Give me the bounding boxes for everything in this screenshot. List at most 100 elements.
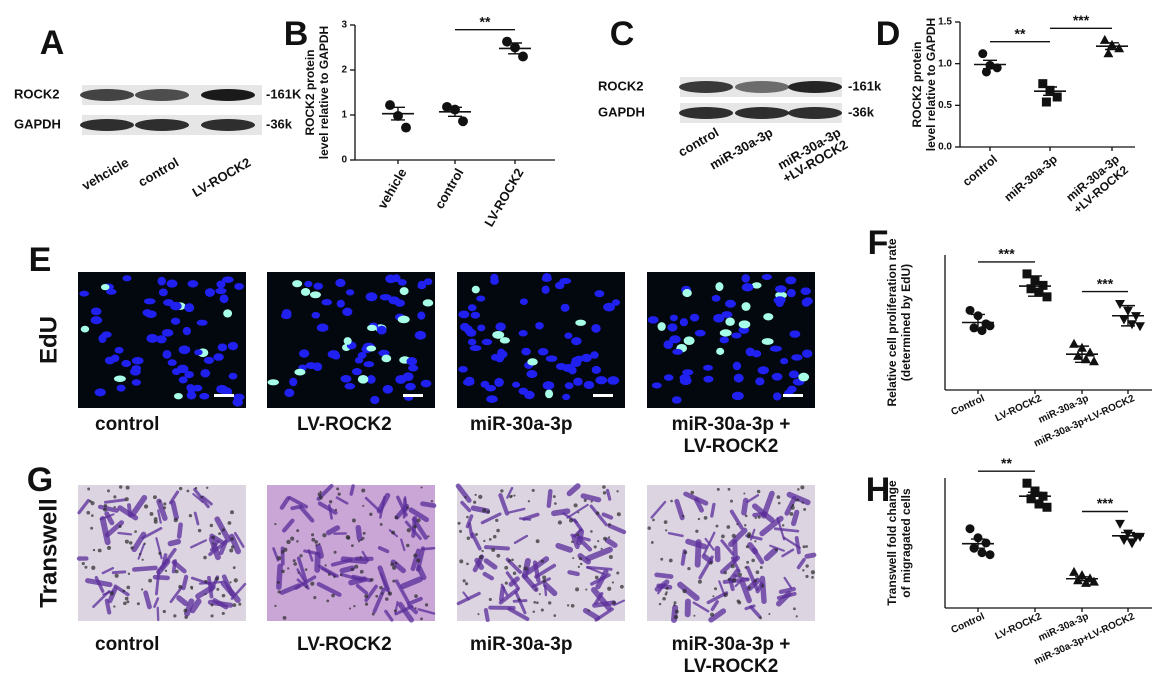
panel-letter: H (866, 471, 891, 509)
pore (391, 530, 396, 535)
nucleus (170, 317, 181, 325)
nucleus (357, 375, 369, 384)
pore (751, 558, 755, 563)
cell (184, 598, 195, 617)
nucleus (527, 358, 538, 366)
cell (212, 598, 229, 610)
pore (756, 489, 761, 494)
pore (230, 537, 234, 541)
cell (132, 565, 158, 572)
cell (769, 544, 785, 552)
pore (292, 559, 296, 563)
pore (726, 525, 731, 529)
nucleus (568, 366, 577, 375)
y-tick-label: 1 (341, 110, 347, 121)
nucleus (682, 369, 694, 376)
nucleus (289, 377, 298, 387)
nucleus (733, 373, 744, 383)
cell (776, 591, 797, 600)
cell (117, 531, 133, 536)
cell (157, 509, 162, 524)
pore (608, 555, 613, 560)
pore (803, 508, 807, 511)
cell (566, 483, 581, 497)
pore (164, 569, 168, 572)
pore (287, 567, 290, 570)
pore (414, 607, 417, 610)
nucleus (492, 331, 505, 339)
image-caption: miR-30a-3p (470, 634, 572, 655)
nucleus (771, 372, 783, 381)
cell (153, 597, 160, 608)
nucleus (313, 282, 323, 290)
pore (513, 494, 516, 497)
pore (757, 515, 761, 519)
nucleus (467, 338, 477, 346)
nucleus (281, 309, 292, 318)
data-point (1127, 539, 1137, 549)
pore (473, 500, 477, 504)
pore (723, 571, 727, 575)
cell (667, 531, 684, 538)
nucleus (545, 355, 558, 362)
cell (778, 586, 796, 595)
cell (131, 531, 147, 553)
nucleus (647, 316, 659, 324)
pore (534, 588, 538, 591)
x-tick-label: Control (950, 611, 987, 636)
pore (212, 542, 215, 545)
cell (718, 580, 726, 598)
nucleus (178, 376, 188, 384)
nucleus (156, 335, 167, 344)
pore (571, 540, 574, 544)
cell (94, 575, 105, 593)
nucleus (775, 285, 787, 293)
data-point (978, 49, 988, 59)
cell (507, 606, 530, 622)
data-point (1022, 269, 1032, 279)
pore (360, 538, 363, 542)
pore (477, 613, 480, 616)
pore (162, 609, 166, 614)
panel-letter: D (876, 15, 901, 53)
pore (593, 545, 597, 549)
cell (784, 496, 797, 516)
cell (701, 553, 714, 564)
nucleus (121, 359, 132, 368)
cell (566, 503, 589, 519)
pore (682, 589, 687, 594)
x-tick-label: vehicle (375, 166, 410, 212)
pore (474, 493, 477, 497)
nucleus (417, 311, 426, 320)
pore (336, 487, 340, 491)
nucleus (741, 274, 750, 283)
pore (97, 548, 102, 553)
nucleus (90, 316, 103, 325)
pore (590, 530, 593, 533)
error-bar (1075, 345, 1089, 364)
pore (665, 586, 669, 590)
cell (589, 504, 608, 527)
cell (551, 508, 571, 517)
pore (465, 582, 469, 586)
pore (542, 579, 546, 583)
cell (729, 509, 744, 530)
nucleus (100, 283, 110, 291)
blot-band (135, 89, 189, 101)
nucleus (420, 379, 432, 388)
nucleus (204, 288, 215, 297)
cell (576, 536, 593, 552)
blot-band (80, 119, 134, 131)
pore (353, 605, 356, 608)
blot-row-label: GAPDH (14, 116, 61, 131)
error-bar (971, 538, 985, 549)
pore (420, 486, 423, 489)
pore (184, 615, 188, 619)
nucleus (186, 391, 197, 400)
cell (155, 537, 163, 560)
cell (394, 579, 410, 604)
pore (781, 524, 785, 527)
cell (710, 600, 719, 612)
cell (281, 518, 295, 533)
